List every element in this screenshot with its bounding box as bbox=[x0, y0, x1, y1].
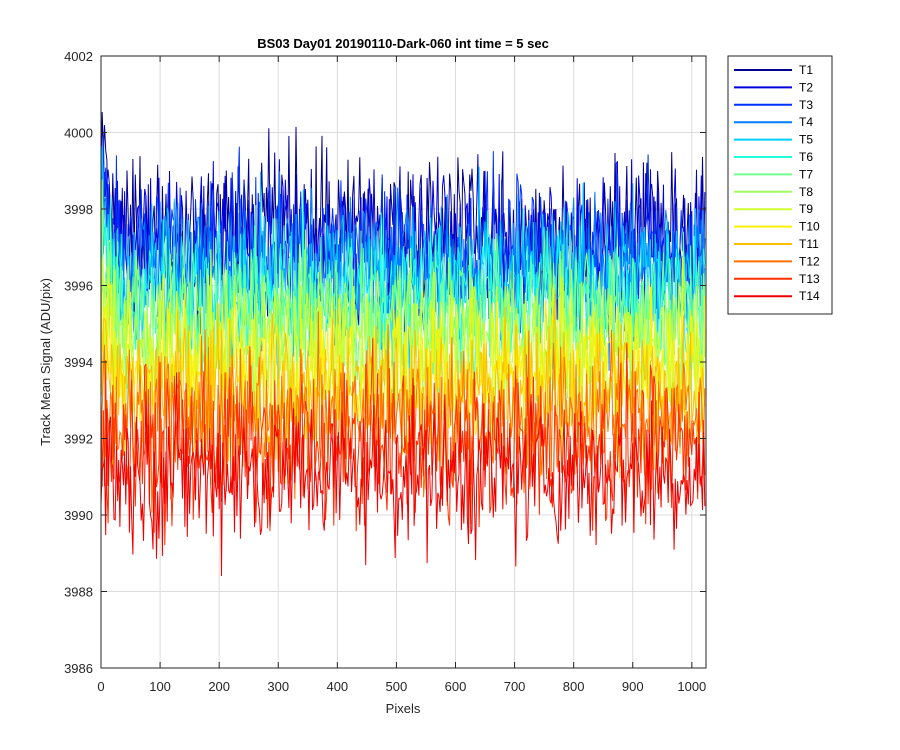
x-axis-ticks: 0 100 200 300 400 500 600 700 800 900 1000 bbox=[97, 56, 706, 694]
series-line-t14 bbox=[100, 372, 706, 577]
legend-label-t13: T13 bbox=[799, 272, 820, 286]
x-tick-label: 200 bbox=[208, 679, 230, 694]
x-tick-label: 700 bbox=[504, 679, 526, 694]
y-tick-label: 3998 bbox=[64, 202, 93, 217]
y-tick-label: 4002 bbox=[64, 49, 93, 64]
y-tick-label: 3994 bbox=[64, 355, 93, 370]
legend-label-t4: T4 bbox=[799, 115, 813, 129]
legend-label-t7: T7 bbox=[799, 167, 813, 181]
x-tick-label: 600 bbox=[445, 679, 467, 694]
legend-label-t5: T5 bbox=[799, 133, 813, 147]
y-axis-ticks: 3986 3988 3990 3992 3994 3996 3998 4000 4002 bbox=[64, 49, 706, 676]
x-tick-label: 1000 bbox=[677, 679, 706, 694]
x-tick-label: 300 bbox=[267, 679, 289, 694]
x-tick-label: 500 bbox=[386, 679, 408, 694]
series-line-t2 bbox=[100, 148, 706, 343]
legend-label-t12: T12 bbox=[799, 254, 820, 268]
y-tick-label: 3988 bbox=[64, 585, 93, 600]
legend: T1 T2 T3 T4 T5 T6 T7 T8 T9 T10 T11 T12 T13 T14 bbox=[734, 63, 820, 303]
legend-label-t2: T2 bbox=[799, 80, 813, 94]
series-line-t4 bbox=[100, 165, 706, 371]
series-line-t12 bbox=[100, 311, 706, 525]
legend-label-t1: T1 bbox=[799, 63, 813, 77]
chart-title: BS03 Day01 20190110-Dark-060 int time = … bbox=[257, 36, 549, 51]
series-line-t5 bbox=[100, 146, 706, 390]
legend-label-t6: T6 bbox=[799, 150, 813, 164]
y-tick-label: 3996 bbox=[64, 279, 93, 294]
legend-label-t9: T9 bbox=[799, 202, 813, 216]
y-tick-label: 3990 bbox=[64, 508, 93, 523]
x-tick-label: 400 bbox=[326, 679, 348, 694]
y-axis-label: Track Mean Signal (ADU/pix) bbox=[38, 278, 53, 446]
legend-label-t14: T14 bbox=[799, 289, 820, 303]
legend-box bbox=[727, 55, 833, 315]
x-tick-label: 0 bbox=[97, 679, 104, 694]
x-axis-label: Pixels bbox=[386, 701, 421, 716]
y-tick-label: 3986 bbox=[64, 661, 93, 676]
legend-label-t11: T11 bbox=[799, 237, 819, 251]
legend-label-t3: T3 bbox=[799, 98, 813, 112]
x-tick-label: 100 bbox=[149, 679, 171, 694]
legend-label-t10: T10 bbox=[799, 220, 820, 234]
y-tick-label: 3992 bbox=[64, 432, 93, 447]
series-lines bbox=[100, 111, 706, 577]
x-tick-label: 800 bbox=[563, 679, 585, 694]
legend-label-t8: T8 bbox=[799, 185, 813, 199]
x-tick-label: 900 bbox=[622, 679, 644, 694]
y-tick-label: 4000 bbox=[64, 126, 93, 141]
